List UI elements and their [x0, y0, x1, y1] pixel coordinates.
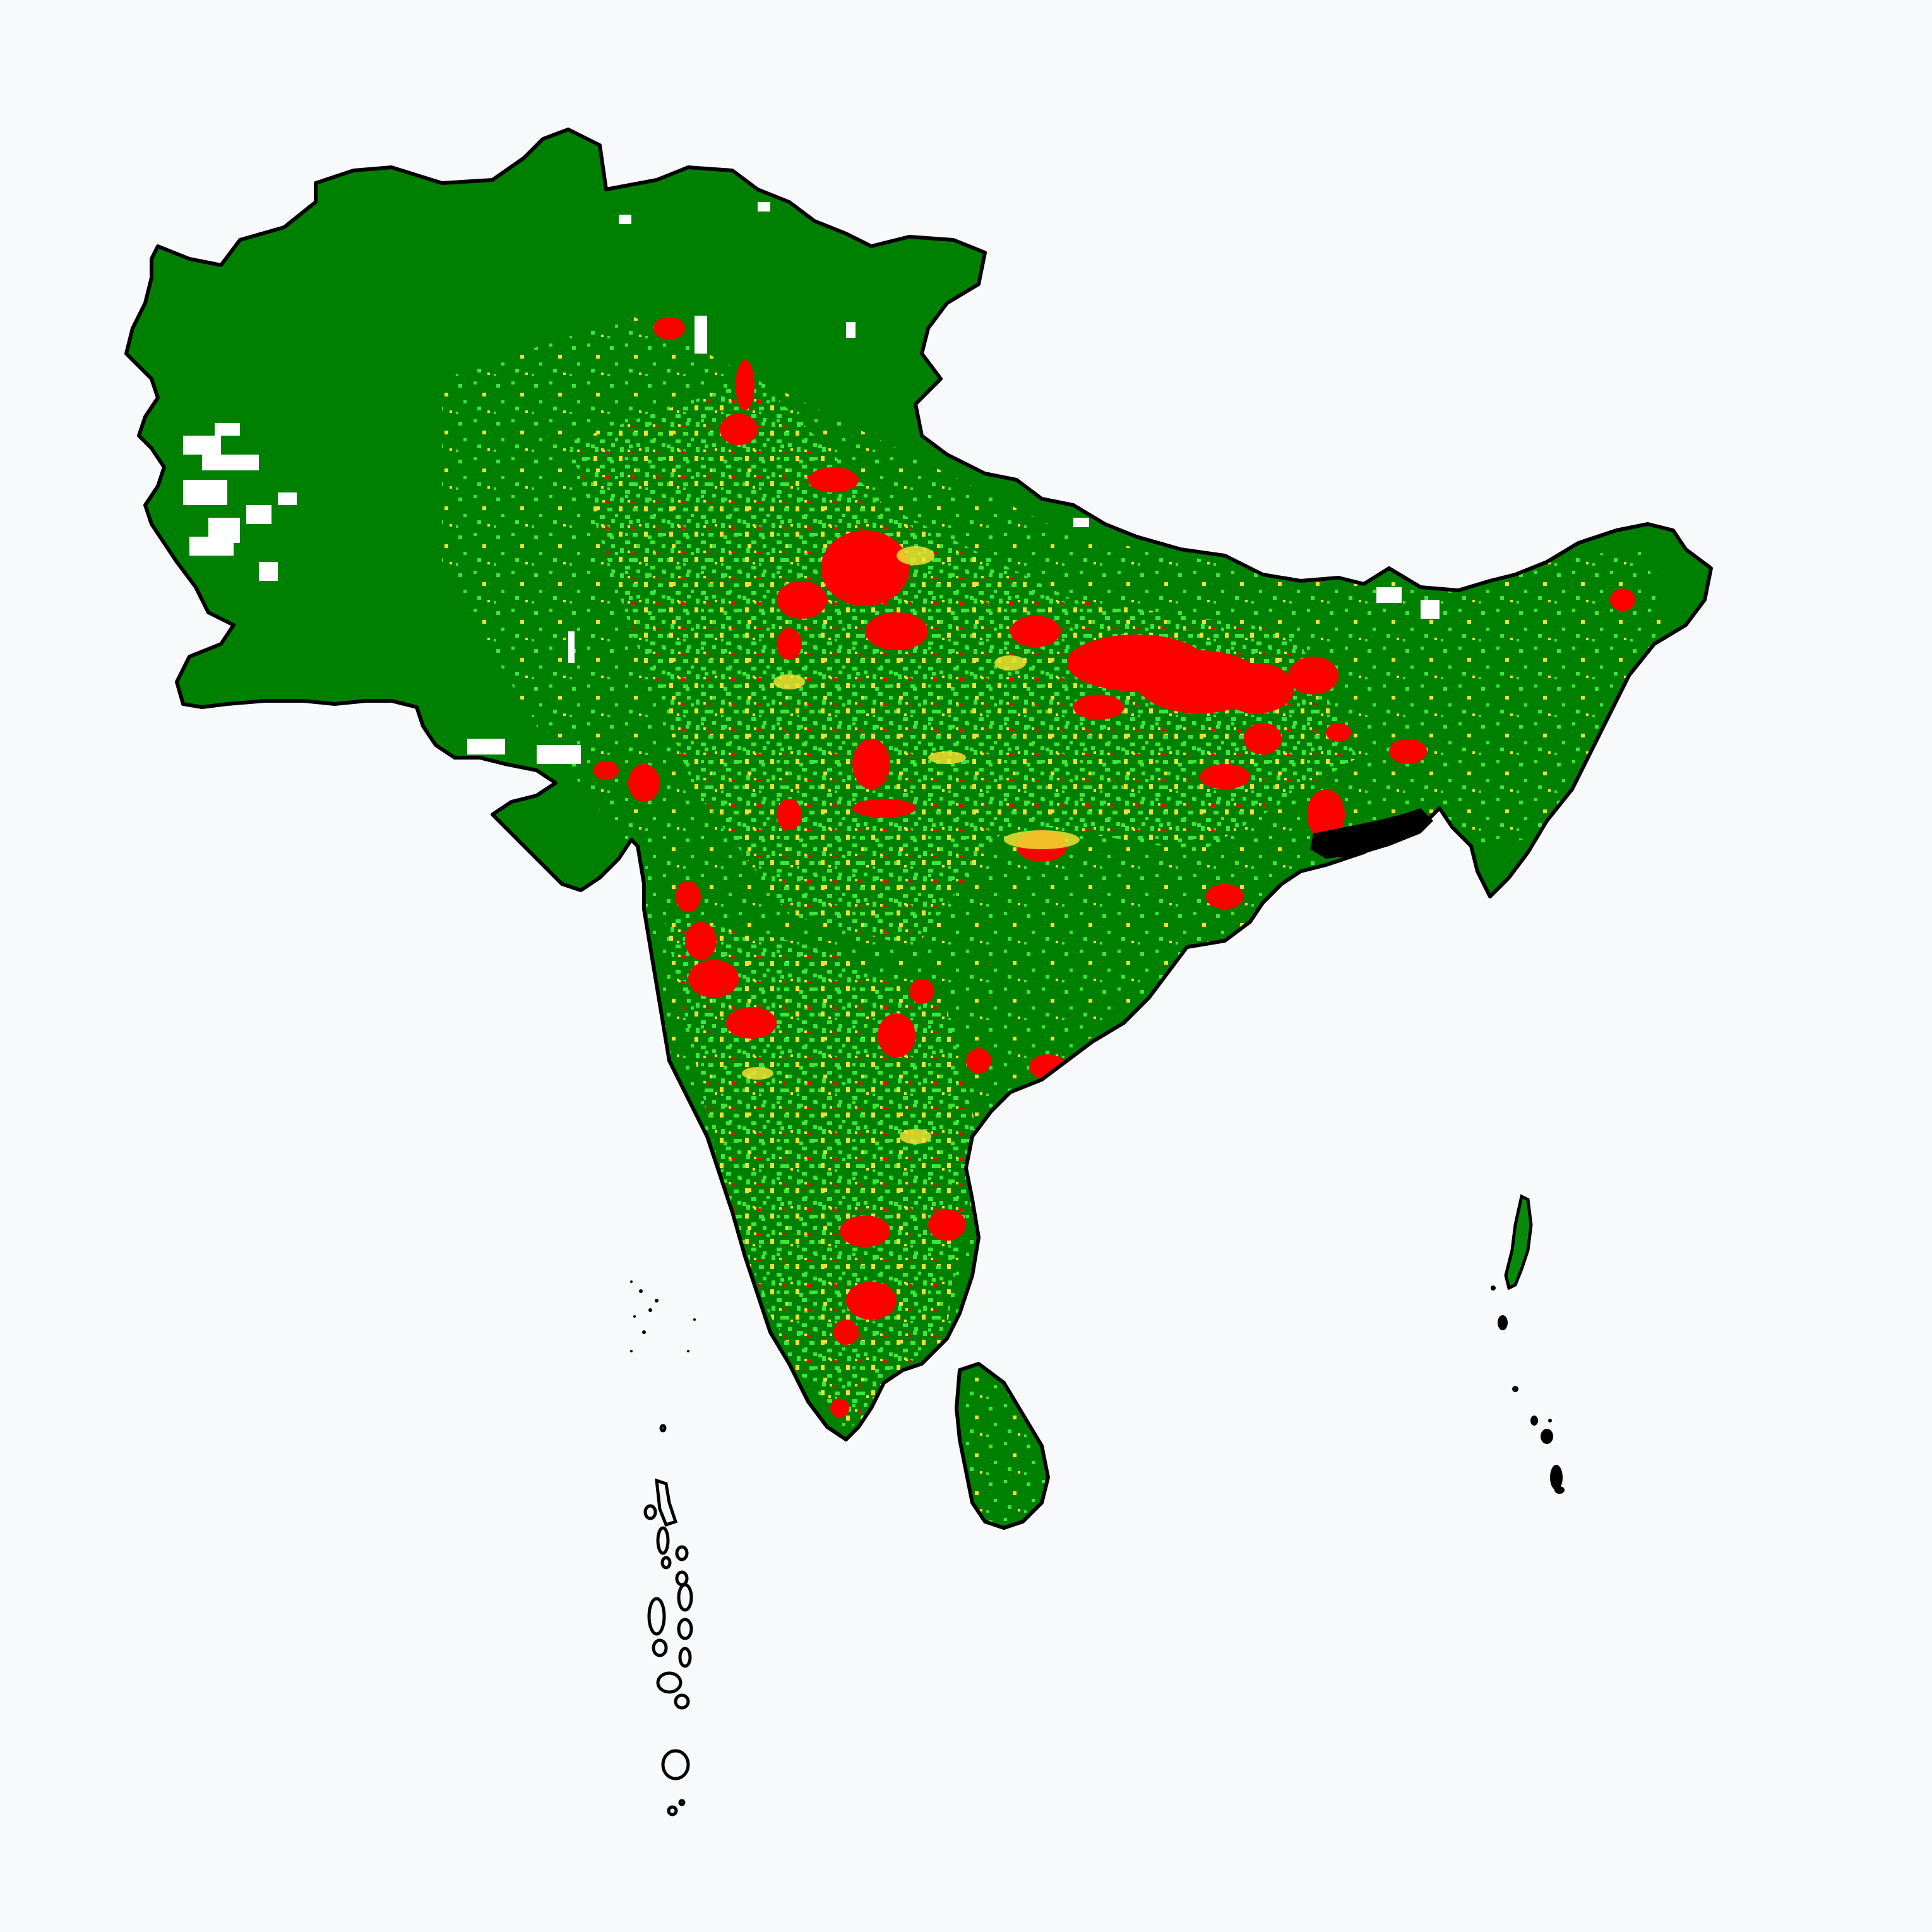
maldives-islands	[643, 1424, 693, 1816]
dense-zone-speckle	[568, 379, 1357, 947]
lakshadweep-islands	[630, 1280, 696, 1352]
no-data-patches	[183, 202, 1440, 764]
andaman-nicobar-islands	[1491, 1194, 1565, 1494]
sri-lanka	[947, 1357, 1073, 1547]
delta-dark-area	[1310, 808, 1433, 859]
high-clusters	[742, 546, 1080, 1144]
